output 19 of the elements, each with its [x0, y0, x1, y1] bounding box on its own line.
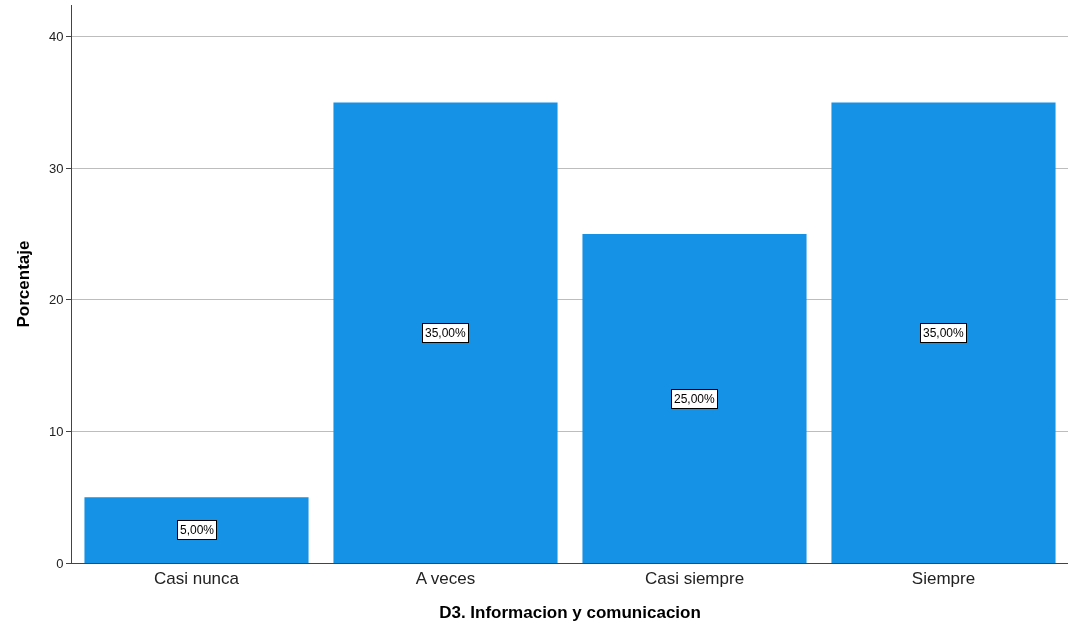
data-label: 35,00%: [425, 326, 467, 340]
data-label: 35,00%: [923, 326, 965, 340]
x-tick-label: A veces: [415, 569, 476, 589]
y-tick-label: 0: [56, 555, 64, 571]
y-tick-label: 10: [48, 423, 64, 439]
data-label: 25,00%: [674, 392, 716, 406]
bar: [333, 102, 558, 563]
bar: [831, 102, 1056, 563]
x-axis-title: D3. Informacion y comunicacion: [439, 602, 701, 622]
x-tick-label: Casi siempre: [644, 569, 745, 589]
bar: [84, 497, 309, 563]
x-tick-label: Casi nunca: [153, 569, 240, 589]
y-tick-label: 40: [48, 29, 64, 45]
data-label: 5,00%: [180, 523, 215, 537]
y-tick-label: 20: [48, 292, 64, 308]
bar: [582, 233, 807, 563]
y-axis-title: Porcentaje: [14, 240, 34, 328]
x-tick-label: Siempre: [911, 569, 976, 589]
y-tick-label: 30: [48, 160, 64, 176]
